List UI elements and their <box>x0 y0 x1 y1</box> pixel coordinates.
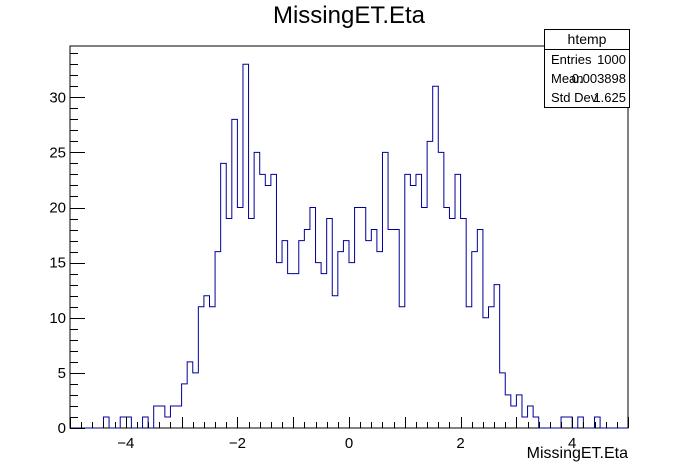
stats-stddev-value: 1.625 <box>593 90 626 105</box>
stats-entries-row: Entries 1000 <box>545 50 629 69</box>
histogram-bin <box>371 230 377 428</box>
stats-box: htemp Entries 1000 Mean 0.003898 Std Dev… <box>544 29 630 108</box>
histogram-bin <box>360 208 366 428</box>
histogram-bin <box>204 296 210 428</box>
histogram-bin <box>103 417 109 428</box>
histogram-bin <box>416 174 422 428</box>
histogram-bin <box>299 241 305 428</box>
histogram-bin <box>455 174 461 428</box>
histogram-bin <box>494 285 500 428</box>
histogram-bin <box>159 406 165 428</box>
histogram-bin <box>338 252 344 428</box>
histogram-bin <box>271 174 277 428</box>
histogram-bin <box>249 219 255 428</box>
stats-mean-row: Mean 0.003898 <box>545 69 629 88</box>
histogram-bin <box>321 274 327 428</box>
histogram-bin <box>433 86 439 428</box>
y-tick-label: 15 <box>49 255 66 272</box>
histogram-bin <box>193 373 199 428</box>
y-tick-label: 10 <box>49 310 66 327</box>
histogram-bin <box>382 152 388 428</box>
histogram-bin <box>215 252 221 428</box>
histogram-bin <box>388 230 394 428</box>
histogram-bin <box>170 406 176 428</box>
histogram-bin <box>500 373 506 428</box>
histogram-bin <box>316 263 322 428</box>
histogram-bin <box>143 417 149 428</box>
histogram-bin <box>198 307 204 428</box>
histogram-bin <box>187 362 193 428</box>
histogram-bin <box>461 219 467 428</box>
stats-stddev-row: Std Dev 1.625 <box>545 88 629 107</box>
stats-mean-value: 0.003898 <box>571 71 626 86</box>
histogram-bin <box>466 307 472 428</box>
histogram-bin <box>332 296 338 428</box>
histogram-bin <box>405 174 411 428</box>
y-tick-label: 5 <box>58 365 66 382</box>
histogram-bin <box>310 208 316 428</box>
histogram-bin <box>304 230 310 428</box>
histogram-bin <box>511 406 517 428</box>
histogram-bin <box>237 208 243 428</box>
histogram-bin <box>444 208 450 428</box>
x-tick-label: 0 <box>345 435 353 452</box>
histogram-bin <box>254 152 260 428</box>
histogram-bin <box>327 219 333 428</box>
histogram-bin <box>265 185 271 428</box>
histogram-bin <box>176 406 182 428</box>
histogram-bin <box>120 417 126 428</box>
histogram-bin <box>489 307 495 428</box>
histogram-bin <box>226 219 232 428</box>
histogram-bin <box>366 241 372 428</box>
x-tick-label: 2 <box>456 435 464 452</box>
histogram-bin <box>165 417 171 428</box>
histogram-bin <box>210 307 216 428</box>
y-tick-label: 30 <box>49 89 66 106</box>
histogram-bin <box>578 417 584 428</box>
stats-entries-label: Entries <box>551 52 592 67</box>
histogram-bin <box>477 230 483 428</box>
chart-title: MissingET.Eta <box>272 2 426 29</box>
x-tick-label: 4 <box>568 435 576 452</box>
histogram-bin <box>377 252 383 428</box>
histogram-bin <box>399 307 405 428</box>
histogram-bin <box>427 141 433 428</box>
histogram-bin <box>505 395 511 428</box>
y-tick-label: 20 <box>49 200 66 217</box>
histogram-bin <box>533 417 539 428</box>
histogram-bin <box>483 318 489 428</box>
histogram-bin <box>288 274 294 428</box>
histogram-bin <box>343 241 349 428</box>
histogram-bin <box>221 163 227 428</box>
histogram-bin <box>410 185 416 428</box>
histogram-bin <box>394 230 400 428</box>
x-tick-label: −4 <box>117 435 134 452</box>
histogram-bin <box>276 263 282 428</box>
y-tick-label: 0 <box>58 420 66 437</box>
histogram-bin <box>154 406 160 428</box>
histogram-bin <box>349 263 355 428</box>
stats-stddev-label: Std Dev <box>551 90 598 105</box>
histogram-bin <box>438 152 444 428</box>
histogram-outline <box>70 63 628 429</box>
histogram-bin <box>449 219 455 428</box>
stats-entries-value: 1000 <box>597 52 626 67</box>
histogram-bin <box>293 274 299 428</box>
x-axis-label: MissingET.Eta <box>526 445 628 462</box>
histogram-bin <box>232 119 238 428</box>
stats-mean-label: Mean <box>551 71 584 86</box>
histogram-bin <box>260 174 266 428</box>
stats-box-name: htemp <box>545 30 629 50</box>
histogram-bin <box>243 64 249 428</box>
histogram-bin <box>516 395 522 428</box>
y-tick-label: 25 <box>49 144 66 161</box>
histogram-bin <box>355 208 361 428</box>
histogram-bin <box>282 241 288 428</box>
histogram-bin <box>567 417 573 428</box>
x-tick-label: −2 <box>229 435 246 452</box>
histogram-bin <box>472 252 478 428</box>
histogram-bin <box>422 208 428 428</box>
histogram-bin <box>522 417 528 428</box>
